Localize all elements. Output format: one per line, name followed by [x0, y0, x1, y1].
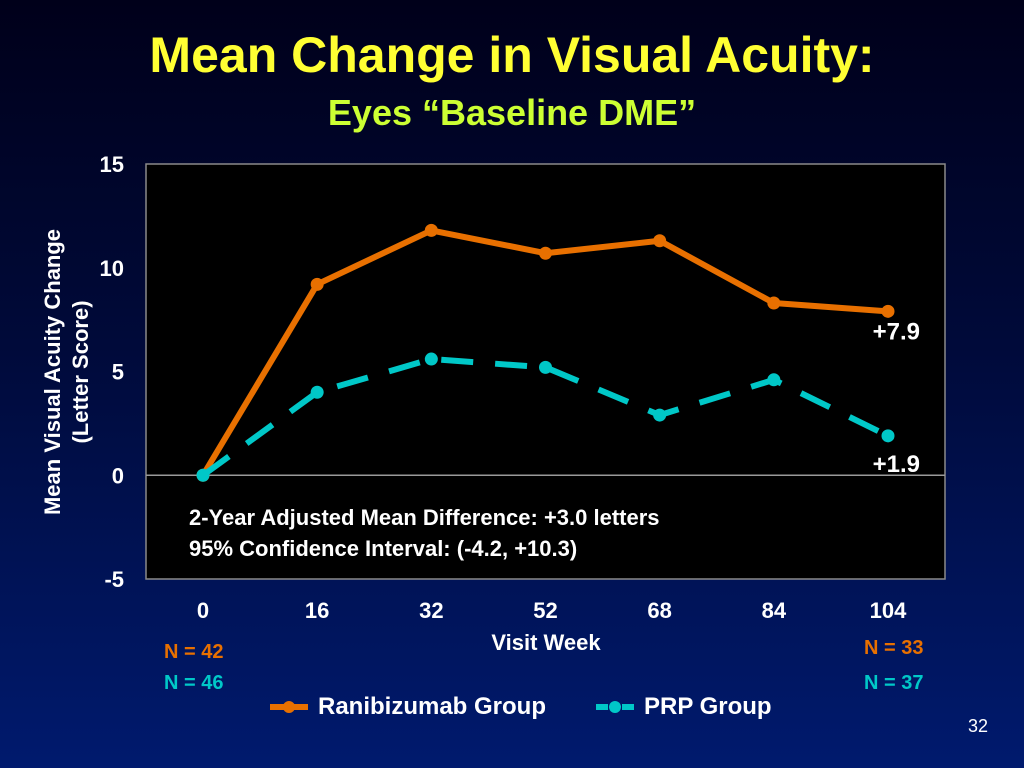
end-value-label-ranibizumab: +7.9: [873, 318, 920, 345]
data-point-ranibizumab: [424, 223, 438, 237]
annotation-mean-difference: 2-Year Adjusted Mean Difference: +3.0 le…: [189, 505, 660, 530]
data-point-ranibizumab: [539, 246, 552, 260]
y-tick-label: -5: [104, 567, 124, 592]
x-tick-label: 52: [533, 598, 557, 623]
legend-prp: PRP Group: [594, 693, 772, 721]
x-axis-label: Visit Week: [491, 630, 601, 655]
data-point-prp: [653, 408, 667, 422]
legend-ranibizumab-label: Ranibizumab Group: [318, 693, 546, 720]
x-tick-label: 84: [762, 598, 787, 623]
legend-prp-marker: [596, 701, 634, 713]
data-point-prp: [310, 385, 324, 399]
data-point-ranibizumab: [881, 304, 895, 318]
data-point-prp: [424, 352, 438, 366]
x-tick-label: 68: [647, 598, 671, 623]
data-point-prp: [767, 373, 781, 387]
end-value-label-prp: +1.9: [873, 451, 920, 478]
n-ranibizumab-start: N = 42: [164, 641, 224, 663]
data-point-ranibizumab: [767, 296, 781, 310]
legend-ranibizumab: Ranibizumab Group: [268, 693, 546, 721]
data-point-prp: [539, 360, 552, 374]
slide-subtitle: Eyes “Baseline DME”: [327, 92, 697, 133]
x-tick-label: 0: [197, 598, 209, 623]
n-ranibizumab-end: N = 33: [864, 637, 924, 659]
y-axis-label-line-1: Mean Visual Acuity Change: [40, 229, 65, 515]
y-tick-label: 5: [112, 360, 124, 385]
data-point-ranibizumab: [653, 234, 667, 248]
x-tick-label: 16: [305, 598, 329, 623]
data-point-prp: [196, 468, 210, 482]
y-axis-label-line-2: (Letter Score): [68, 300, 93, 443]
legend-ranibizumab-marker: [270, 701, 308, 713]
legend-prp-label: PRP Group: [644, 693, 772, 720]
data-point-ranibizumab: [310, 277, 324, 291]
data-point-prp: [881, 429, 895, 443]
n-prp-end: N = 37: [864, 672, 924, 694]
n-prp-start: N = 46: [164, 672, 224, 694]
y-tick-label: 10: [100, 256, 124, 281]
y-tick-label: 0: [112, 463, 124, 488]
slide-title: Mean Change in Visual Acuity:: [149, 27, 875, 83]
x-tick-label: 32: [419, 598, 443, 623]
slide-number: 32: [967, 716, 988, 736]
annotation-confidence-interval: 95% Confidence Interval: (-4.2, +10.3): [189, 536, 577, 561]
x-tick-label: 104: [870, 598, 907, 623]
y-tick-label: 15: [100, 152, 124, 177]
